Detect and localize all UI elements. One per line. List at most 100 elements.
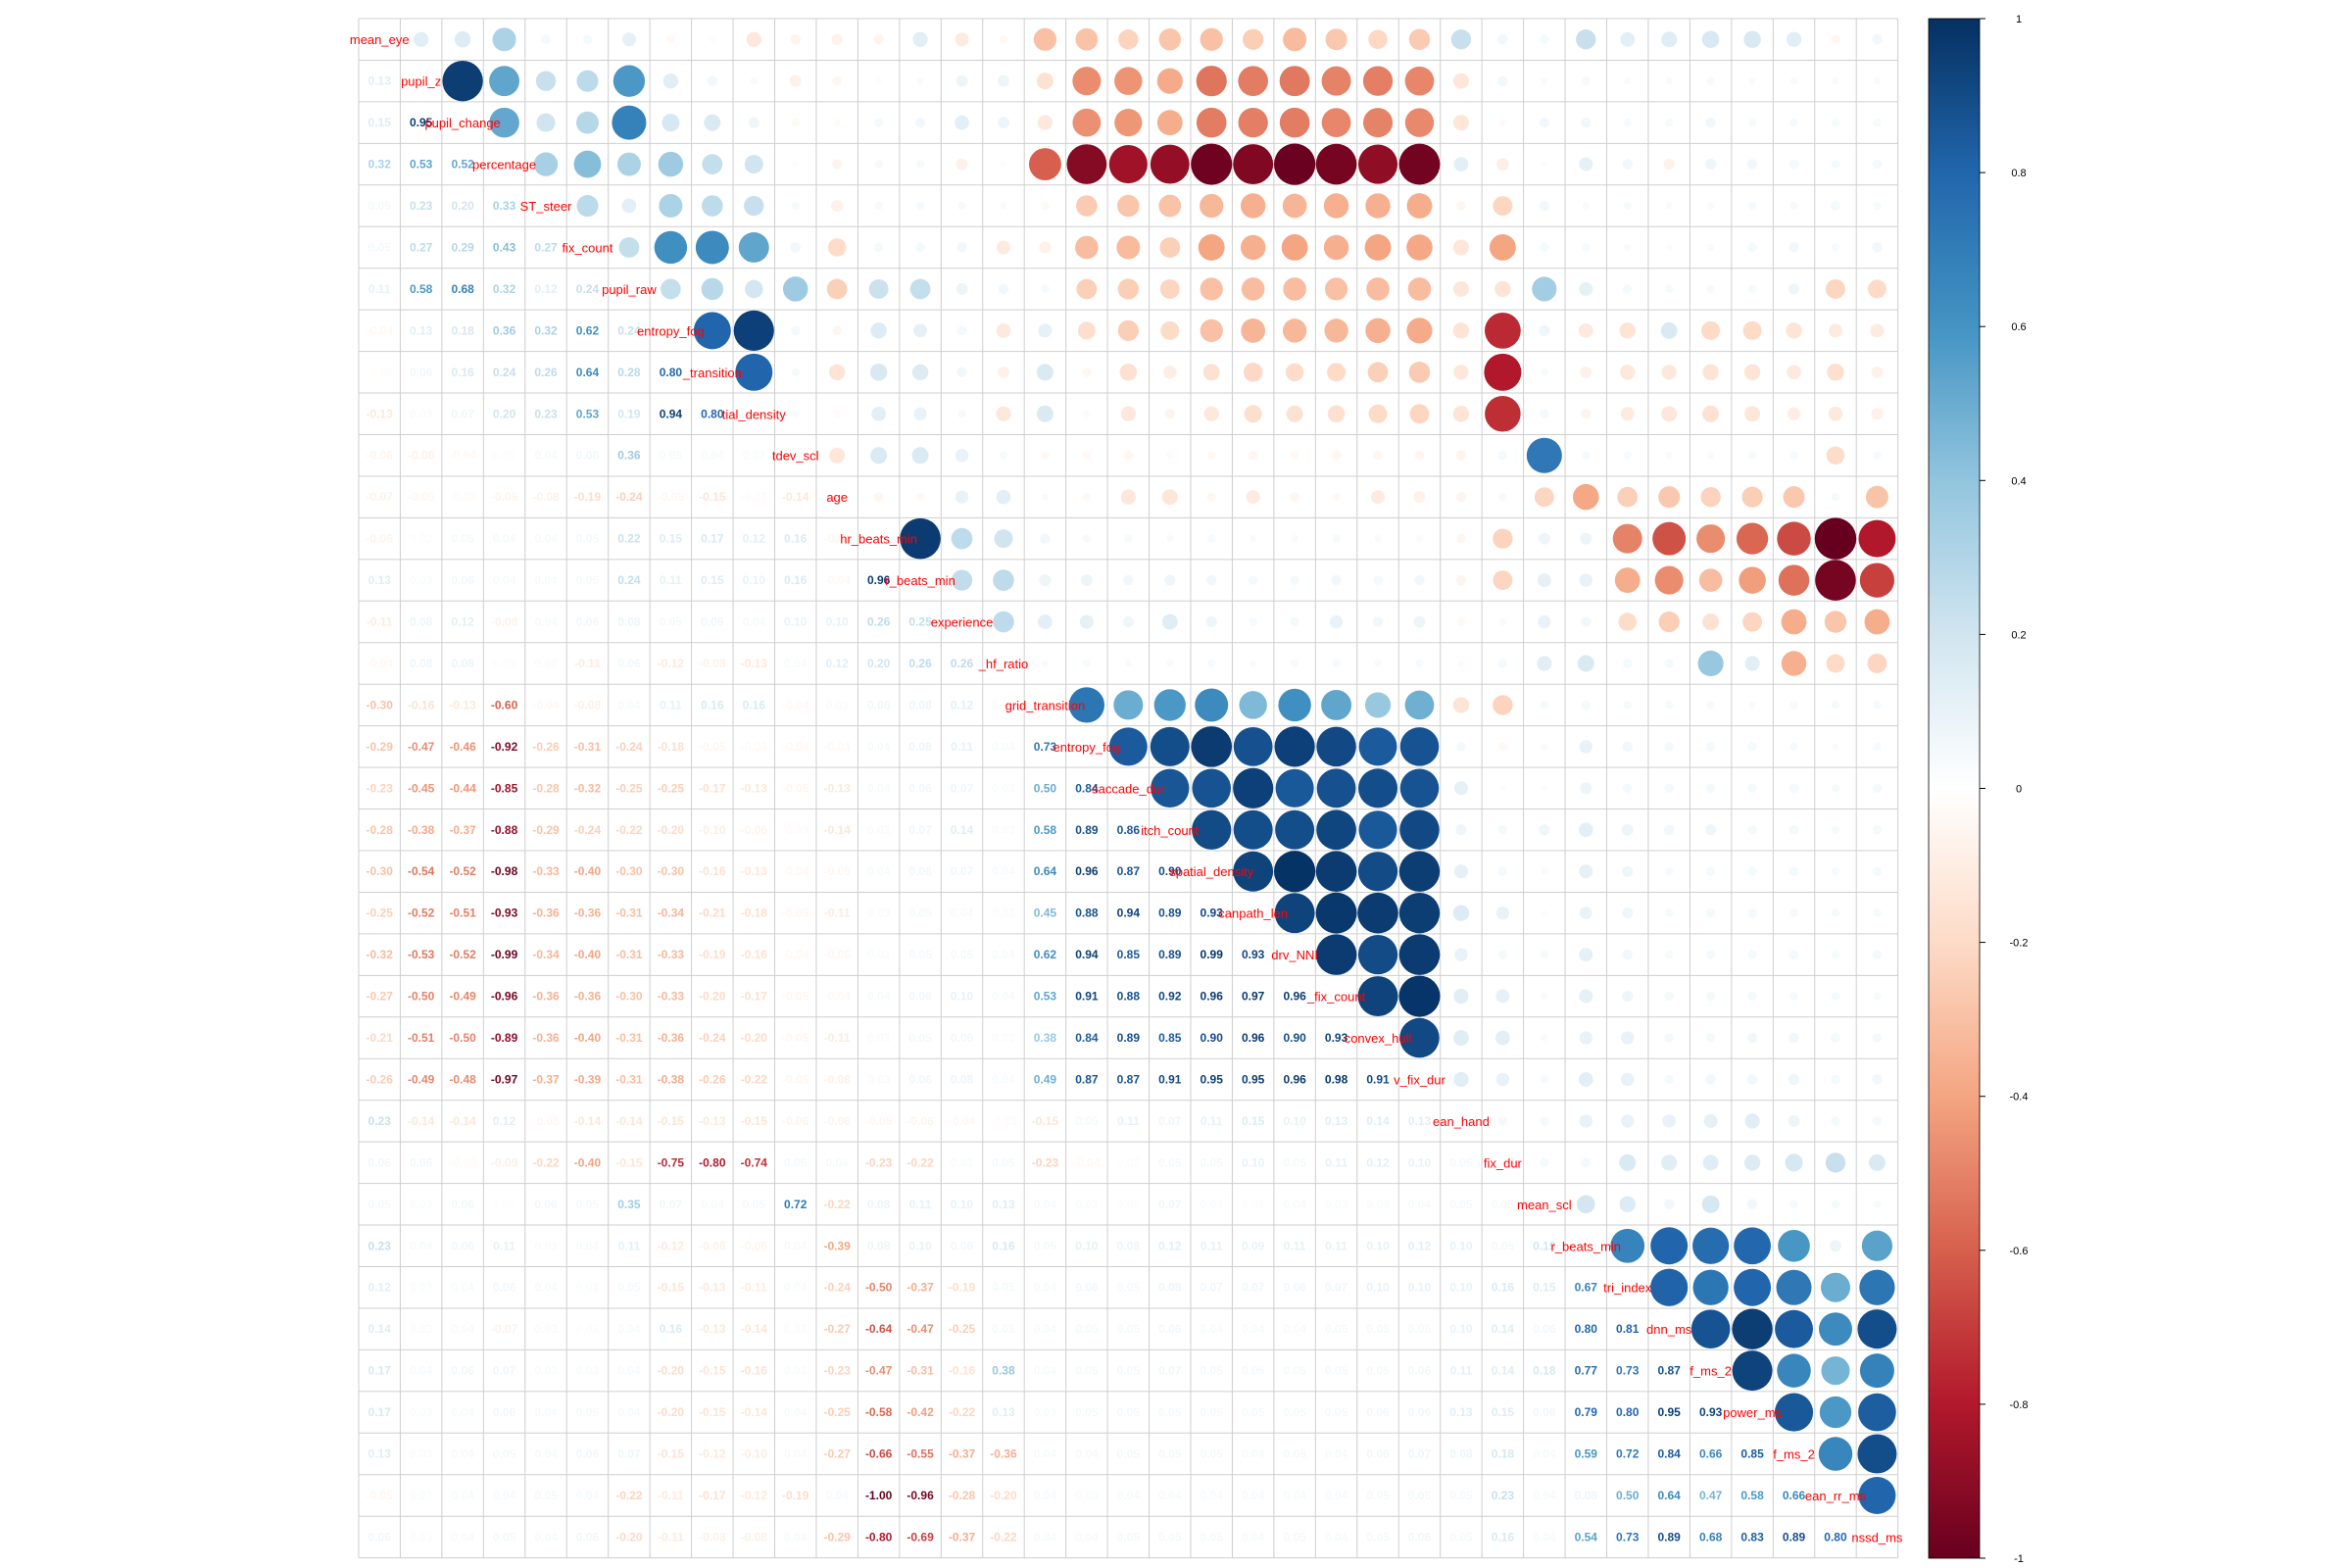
corr-circle (1365, 193, 1391, 219)
corr-circle (1873, 451, 1882, 460)
variable-label: r_beats_min (1551, 1239, 1622, 1253)
corr-circle (1861, 1230, 1893, 1261)
corr-circle (1041, 284, 1050, 294)
corr-coefficient: 0.03 (992, 1031, 1015, 1045)
corr-coefficient: -0.02 (367, 366, 394, 379)
corr-circle (868, 278, 889, 299)
corr-coefficient: -0.11 (824, 1031, 851, 1045)
corr-circle (1747, 284, 1757, 294)
corr-coefficient: 0.07 (951, 781, 974, 795)
corr-circle (1747, 783, 1757, 794)
corr-circle (1118, 29, 1139, 50)
corr-coefficient: -0.22 (532, 1155, 560, 1169)
corr-coefficient: 0.11 (1325, 1155, 1348, 1169)
corr-circle (1872, 159, 1883, 170)
corr-coefficient: 0.07 (660, 1198, 683, 1211)
corr-circle (1831, 118, 1840, 127)
corr-coefficient: 0.04 (1034, 1489, 1057, 1502)
corr-circle (1108, 145, 1148, 184)
corr-circle (955, 32, 969, 47)
corr-circle (492, 27, 516, 52)
corr-coefficient: -0.45 (408, 781, 435, 795)
corr-coefficient: 0.26 (908, 657, 932, 670)
corr-circle (1161, 613, 1178, 630)
corr-coefficient: 0.02 (1242, 1198, 1265, 1211)
corr-coefficient: -0.22 (615, 1489, 643, 1502)
corr-coefficient: -0.25 (658, 781, 685, 795)
corr-circle (1248, 450, 1258, 461)
corr-circle (660, 278, 681, 300)
variable-label: convex_hull (1345, 1031, 1412, 1046)
corr-coefficient: 0.07 (1408, 1447, 1432, 1461)
corr-coefficient: 0.05 (1325, 1405, 1348, 1419)
corr-coefficient: 0.24 (617, 323, 641, 337)
corr-coefficient: 0.04 (534, 1530, 558, 1544)
corr-coefficient: 0.03 (1075, 1489, 1099, 1502)
corr-coefficient: 0.02 (576, 1322, 600, 1336)
corr-circle (1316, 809, 1356, 851)
corr-coefficient: 0.13 (1449, 1405, 1473, 1419)
corr-circle (1200, 318, 1223, 343)
corr-circle (1871, 366, 1884, 378)
corr-coefficient: -0.30 (367, 864, 394, 878)
corr-circle (1620, 365, 1636, 380)
corr-coefficient: 0.04 (1242, 1489, 1265, 1502)
corr-circle (1579, 1114, 1592, 1128)
corr-coefficient: -0.05 (823, 532, 851, 546)
corr-circle (1036, 73, 1054, 90)
corr-coefficient: 0.04 (784, 1281, 808, 1295)
corr-coefficient: -0.15 (615, 1155, 643, 1169)
corr-coefficient: 0.05 (1075, 1405, 1099, 1419)
corr-coefficient: -0.13 (699, 1281, 726, 1295)
corr-coefficient: 0.05 (576, 1198, 600, 1211)
corr-circle (996, 323, 1011, 338)
corr-coefficient: -0.46 (449, 740, 476, 754)
corr-coefficient: -0.15 (699, 1405, 726, 1419)
corr-coefficient: -0.36 (532, 1031, 560, 1045)
variable-label: drv_NNI (1271, 948, 1318, 962)
corr-circle (1498, 119, 1507, 126)
corr-coefficient: 0.62 (1034, 948, 1057, 961)
corr-coefficient: -0.17 (741, 990, 768, 1004)
corr-circle (1246, 490, 1260, 505)
corr-coefficient: -0.89 (491, 1031, 518, 1045)
corr-circle (1864, 609, 1890, 635)
corr-coefficient: -0.21 (367, 1031, 394, 1045)
corr-circle (1283, 277, 1306, 301)
variable-label: f_ms_2 (1773, 1447, 1815, 1462)
corr-coefficient: 0.04 (784, 1447, 808, 1461)
corr-circle (1789, 908, 1798, 917)
corr-coefficient: 0.13 (992, 1198, 1015, 1211)
corr-coefficient: 0.94 (660, 407, 683, 420)
corr-coefficient: -0.47 (865, 1364, 893, 1378)
corr-coefficient: 0.06 (576, 1447, 600, 1461)
corr-circle (1082, 659, 1092, 668)
variable-label: hr_beats_min (840, 532, 917, 547)
corr-circle (1072, 67, 1102, 96)
corr-coefficient: 0.02 (1117, 1155, 1141, 1169)
corr-coefficient: 0.95 (1657, 1405, 1681, 1419)
corr-coefficient: 0.85 (1117, 948, 1141, 961)
corr-circle (955, 115, 969, 130)
corr-coefficient: -0.39 (574, 1072, 602, 1086)
corr-circle (1364, 234, 1392, 261)
corr-coefficient: -0.08 (823, 1072, 851, 1086)
corr-coefficient: 0.05 (1325, 1364, 1348, 1378)
corr-circle (1532, 276, 1557, 302)
corr-coefficient: 0.67 (1575, 1281, 1598, 1295)
corr-coefficient: 0.03 (867, 1031, 891, 1045)
corr-coefficient: -0.19 (574, 490, 602, 504)
corr-circle (1692, 1227, 1730, 1264)
corr-circle (1612, 523, 1642, 554)
corr-coefficient: 0.16 (992, 1239, 1015, 1252)
corr-circle (1275, 768, 1314, 808)
corr-coefficient: -0.47 (906, 1322, 934, 1336)
corr-coefficient: 0.13 (1325, 1114, 1348, 1128)
corr-coefficient: 0.07 (1200, 1281, 1224, 1295)
corr-circle (1357, 976, 1398, 1017)
corr-coefficient: 0.11 (493, 1239, 515, 1252)
corr-coefficient: 0.05 (660, 449, 683, 463)
corr-circle (1290, 659, 1299, 668)
corr-circle (1664, 950, 1674, 959)
corr-circle (1621, 1114, 1635, 1128)
